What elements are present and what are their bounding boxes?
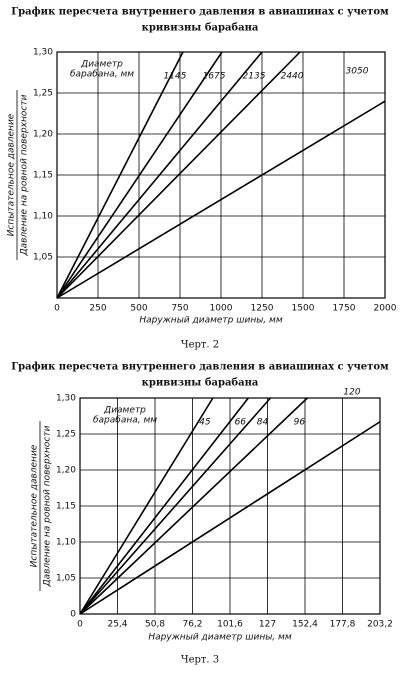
y-label-denominator: Давление на ровной поверхности xyxy=(43,425,53,587)
y-tick-label: 1,20 xyxy=(56,466,76,476)
x-tick-label: 101,6 xyxy=(217,620,243,630)
chart-title: кривизны барабана xyxy=(142,378,259,389)
series-line xyxy=(56,51,263,299)
x-tick-label: 750 xyxy=(171,304,188,314)
series-label: 3050 xyxy=(346,67,369,77)
y-tick-label: 1,30 xyxy=(56,394,76,404)
x-tick-label: 50,8 xyxy=(145,620,165,630)
caption: Черт. 2 xyxy=(181,340,219,351)
legend-title: Диаметр xyxy=(103,406,146,416)
y-tick-label: 1,15 xyxy=(56,502,76,512)
legend-title: барабана, мм xyxy=(70,70,134,80)
x-tick-label: 1750 xyxy=(333,304,356,314)
legend-title: барабана, мм xyxy=(93,416,157,426)
y-tick-label: 1,10 xyxy=(56,538,76,548)
series-label: 45 xyxy=(199,418,211,428)
y-axis-label: Испытательное давление Давление на ровной… xyxy=(7,90,30,260)
y-tick-label: 1,05 xyxy=(33,253,53,263)
series-label: 1675 xyxy=(203,72,226,82)
x-tick-label: 177,8 xyxy=(330,620,356,630)
y-label-numerator: Испытательное давление xyxy=(7,113,17,236)
series-line xyxy=(79,397,272,615)
x-tick-label: 76,2 xyxy=(182,620,202,630)
x-tick-label: 203,2 xyxy=(367,620,393,630)
x-tick-label: 500 xyxy=(130,304,147,314)
y-label-denominator: Давление на ровной поверхности xyxy=(20,94,30,256)
y-label-numerator: Испытательное давление xyxy=(30,444,40,567)
y-tick-label: 0 xyxy=(70,610,76,620)
y-tick-label: 1,30 xyxy=(33,48,53,58)
legend-title: Диаметр xyxy=(80,60,123,70)
x-tick-label: 1500 xyxy=(292,304,315,314)
series-label: 2440 xyxy=(281,72,304,82)
series-label: 96 xyxy=(294,418,306,428)
x-tick-label: 152,4 xyxy=(292,620,318,630)
x-tick-label: 25,4 xyxy=(107,620,127,630)
y-axis-label: Испытательное давление Давление на ровной… xyxy=(30,421,53,591)
series-line xyxy=(56,100,386,299)
series-line xyxy=(79,421,381,615)
series-line xyxy=(56,51,301,299)
series-label: 66 xyxy=(235,418,247,428)
x-tick-label: 0 xyxy=(54,304,60,314)
y-tick-label: 1,05 xyxy=(56,574,76,584)
series-line xyxy=(56,51,184,299)
chart-title: График пересчета внутреннего давления в … xyxy=(11,7,389,18)
caption: Черт. 3 xyxy=(181,655,219,666)
y-tick-label: 1,15 xyxy=(33,171,53,181)
series-label: 2135 xyxy=(243,72,266,82)
y-tick-label: 1,20 xyxy=(33,130,53,140)
series-label: 1145 xyxy=(163,72,186,82)
x-tick-label: 1250 xyxy=(251,304,274,314)
series-line xyxy=(56,51,223,299)
series-label: 120 xyxy=(343,387,360,397)
y-tick-label: 1,25 xyxy=(56,430,76,440)
x-axis-label: Наружный диаметр шины, мм xyxy=(139,316,282,326)
chart-title: График пересчета внутреннего давления в … xyxy=(11,362,389,373)
x-axis-label: Наружный диаметр шины, мм xyxy=(148,633,291,643)
series-line xyxy=(79,397,214,615)
series-label: 84 xyxy=(257,418,269,428)
chart-title: кривизны барабана xyxy=(142,23,259,34)
y-tick-label: 1,25 xyxy=(33,89,53,99)
x-tick-label: 2000 xyxy=(374,304,397,314)
x-tick-label: 0 xyxy=(77,620,83,630)
x-tick-label: 1000 xyxy=(210,304,233,314)
x-tick-label: 127 xyxy=(259,620,276,630)
x-tick-label: 250 xyxy=(89,304,106,314)
series-line xyxy=(79,397,308,615)
series-line xyxy=(79,397,249,615)
y-tick-label: 1,10 xyxy=(33,212,53,222)
